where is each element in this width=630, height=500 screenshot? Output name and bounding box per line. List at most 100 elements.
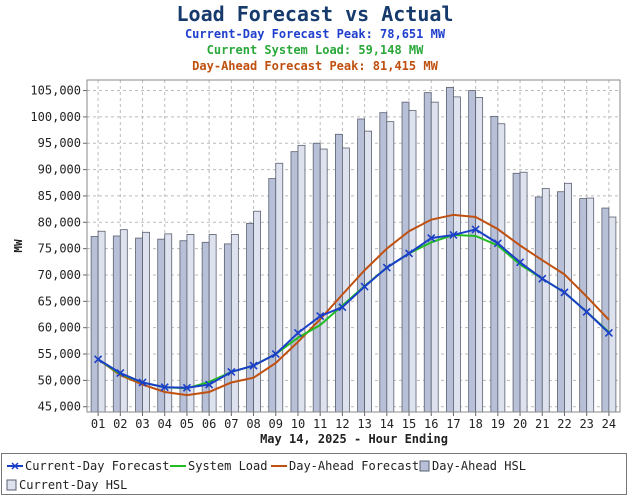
plot-frame: [86, 79, 621, 413]
current-day-forecast-point: [205, 380, 214, 389]
current-day-forecast-point: [449, 230, 458, 239]
forecast-lines: [94, 213, 613, 397]
day-ahead-hsl-bar: [334, 133, 343, 413]
chart-header: Load Forecast vs Actual Current-Day Fore…: [0, 0, 630, 74]
day-ahead-hsl-bar: [490, 115, 499, 413]
chart-title: Load Forecast vs Actual: [176, 2, 454, 26]
y-tick-label: 75,000: [38, 242, 81, 256]
current-day-forecast-point: [94, 355, 103, 364]
day-ahead-hsl-bar: [290, 151, 299, 413]
x-tick-label: 20: [513, 417, 527, 431]
current-day-hsl-bar: [230, 234, 239, 413]
day-ahead-hsl-bar: [90, 236, 99, 413]
current-day-hsl-bar: [275, 162, 284, 413]
x-tick-label: 10: [291, 417, 305, 431]
legend-label-current-day-forecast: Current-Day Forecast: [25, 459, 170, 473]
current-day-forecast-point: [249, 361, 258, 370]
current-day-forecast-point: [160, 383, 169, 392]
y-tick-label: 90,000: [38, 163, 81, 177]
legend-label-day-ahead-hsl: Day-Ahead HSL: [432, 459, 526, 473]
x-tick-label: 24: [602, 417, 616, 431]
current-day-hsl-bar: [453, 96, 461, 413]
current-day-forecast-point: [538, 274, 547, 283]
current-day-forecast-point: [227, 367, 236, 377]
current-day-hsl-bar: [253, 210, 261, 413]
day-ahead-hsl-bar: [423, 92, 432, 413]
current-day-forecast-point: [560, 288, 569, 297]
x-tick-label: 04: [158, 417, 172, 431]
current-day-forecast-point: [338, 303, 347, 312]
current-day-forecast-point: [427, 234, 436, 243]
y-axis-label: MW: [12, 239, 25, 253]
x-tick-label: 01: [91, 417, 105, 431]
current-day-forecast-point: [182, 383, 192, 392]
current-system-load: Current System Load: 59,148 MW: [206, 43, 424, 57]
x-tick-label: 12: [335, 417, 349, 431]
y-tick-label: 55,000: [38, 347, 81, 361]
current-day-forecast-point: [271, 349, 280, 359]
legend-line-blue-icon: [7, 462, 23, 470]
day-ahead-hsl-bar: [446, 86, 454, 413]
axes: 45,000 50,000 55,000 60,000 65,000 70,000 75,0…: [30, 79, 621, 431]
x-tick-label: 03: [135, 417, 149, 431]
day-ahead-hsl-bar: [246, 222, 254, 413]
day-ahead-hsl-bar: [357, 118, 366, 413]
legend: Current-Day Forecast System Load Day-Ahe…: [1, 453, 627, 495]
day-ahead-hsl-bar: [534, 196, 543, 413]
current-day-forecast-point: [293, 328, 303, 338]
x-tick-label: 18: [468, 417, 482, 431]
current-day-forecast-point: [604, 328, 613, 338]
x-tick-label: 06: [202, 417, 216, 431]
y-tick-label: 80,000: [38, 215, 81, 229]
x-tick-label: 17: [446, 417, 460, 431]
current-day-hsl-bar: [408, 110, 417, 413]
current-day-hsl-bar: [586, 197, 595, 413]
current-day-forecast-point: [493, 239, 502, 248]
legend-line-green-icon: [170, 465, 186, 467]
x-tick-label: 15: [402, 417, 416, 431]
legend-label-current-day-hsl: Current-Day HSL: [19, 478, 128, 492]
x-tick-label: 14: [380, 417, 394, 431]
y-tick-label: 105,000: [30, 84, 81, 98]
current-day-hsl-bar: [541, 188, 550, 413]
x-tick-label: 02: [113, 417, 127, 431]
current-day-hsl-bar: [497, 123, 506, 413]
hsl-bars: [90, 86, 617, 413]
current-day-forecast-point: [515, 258, 525, 267]
y-tick-label: 85,000: [38, 189, 81, 203]
current-day-hsl-bar: [341, 147, 350, 413]
current-day-hsl-bar: [475, 96, 484, 413]
current-day-hsl-bar: [608, 216, 617, 413]
day-ahead-forecast-peak: Day-Ahead Forecast Peak: 81,415 MW: [192, 59, 438, 73]
chart-plot: 45,000 50,000 55,000 60,000 65,000 70,000 75,0…: [12, 79, 621, 446]
current-day-forecast-point: [582, 307, 591, 316]
current-day-forecast-point: [316, 312, 325, 321]
current-day-forecast-point: [360, 282, 369, 291]
day-ahead-hsl-bar: [223, 243, 232, 413]
x-tick-label: 05: [180, 417, 194, 431]
day-ahead-hsl-bar: [379, 112, 388, 413]
y-tick-label: 70,000: [38, 268, 81, 282]
day-ahead-hsl-bar: [579, 198, 588, 413]
current-day-forecast-point: [138, 378, 147, 387]
day-ahead-hsl-bar: [601, 207, 610, 413]
current-day-forecast-point: [471, 225, 480, 234]
legend-line-orange-icon: [271, 465, 287, 467]
legend-bar-dark-icon: [419, 460, 430, 472]
day-ahead-forecast-line: [97, 213, 610, 397]
current-day-hsl-bar: [364, 130, 373, 413]
day-ahead-hsl-bar: [312, 142, 321, 413]
y-tick-label: 50,000: [38, 373, 81, 387]
current-day-forecast-peak: Current-Day Forecast Peak: 78,651 MW: [184, 27, 446, 41]
x-tick-label: 22: [557, 417, 571, 431]
legend-label-day-ahead-forecast: Day-Ahead Forecast: [289, 459, 420, 473]
y-tick-label: 45,000: [38, 400, 81, 414]
day-ahead-hsl-bar: [512, 172, 521, 413]
day-ahead-hsl-bar: [112, 235, 121, 413]
current-day-hsl-bar: [97, 230, 106, 413]
x-tick-label: 07: [224, 417, 238, 431]
x-tick-label: 13: [357, 417, 371, 431]
y-tick-label: 65,000: [38, 294, 81, 308]
y-tick-label: 95,000: [38, 136, 81, 150]
x-tick-label: 08: [246, 417, 260, 431]
